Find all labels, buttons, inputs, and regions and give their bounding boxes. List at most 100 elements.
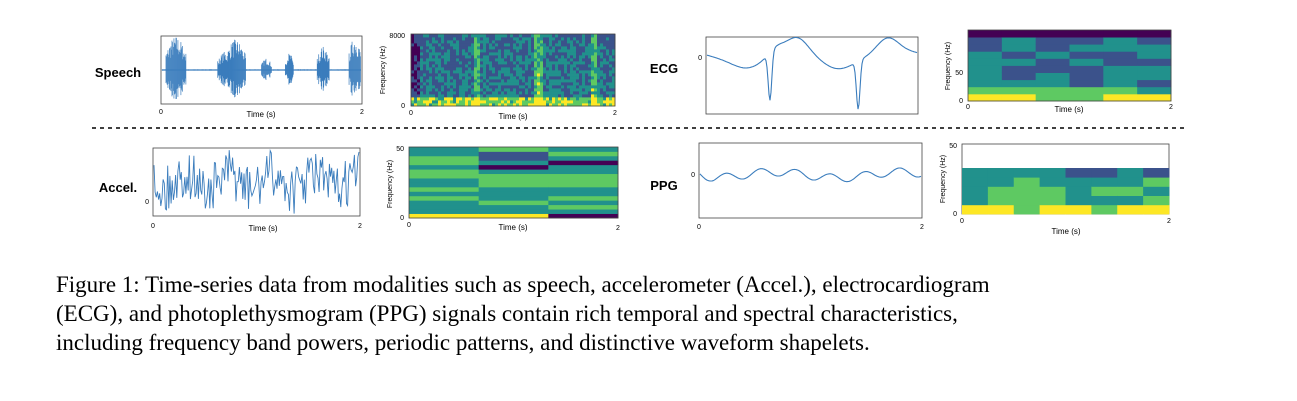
spec-cell [480,34,484,38]
spec-cell [513,79,517,83]
spec-cell [540,97,544,101]
spec-cell [495,100,499,104]
spec-cell [504,94,508,98]
spec-cell [504,37,508,41]
spec-cell [543,67,547,71]
spec-cell [441,85,445,89]
spec-cell [1013,168,1041,178]
spec-cell [540,34,544,38]
spec-cell [477,43,481,47]
spec-cell [968,30,1003,38]
spec-cell [579,97,583,101]
spec-cell [573,85,577,89]
spec-cell [468,97,472,101]
spec-cell [465,97,469,101]
spec-cell [495,46,499,50]
spec-cell [552,82,556,86]
spec-cell [456,85,460,89]
spec-cell [591,52,595,56]
spec-cell [594,94,598,98]
spec-cell [1103,51,1138,59]
spec-cell [501,40,505,44]
spec-cell [564,100,568,104]
spec-cell [561,55,565,59]
spec-cell [417,91,421,95]
spec-cell [447,37,451,41]
spec-cell [534,97,538,101]
spec-cell [444,43,448,47]
spec-cell [459,61,463,65]
spec-cell [609,46,613,50]
spec-cell [519,97,523,101]
spec-cell [450,52,454,56]
ppg-wave-xtick-2: 2 [920,224,924,231]
spec-cell [531,46,535,50]
spec-cell [429,73,433,77]
spec-cell [486,73,490,77]
spec-cell [564,82,568,86]
spec-cell [498,100,502,104]
spec-cell [414,49,418,53]
spec-cell [528,67,532,71]
spec-cell [522,64,526,68]
ppg-spec-ylabel: Frequency (Hz) [940,155,947,203]
spec-cell [600,37,604,41]
spec-cell [495,79,499,83]
spec-cell [528,103,532,107]
spec-cell [426,52,430,56]
spec-cell [480,70,484,74]
ppg-spec-xlabel: Time (s) [1051,227,1080,236]
spec-cell [543,73,547,77]
speech-spec-ylabel: Frequency (Hz) [380,46,387,94]
spec-cell [612,49,616,53]
spec-cell [480,40,484,44]
spec-cell [567,49,571,53]
spec-cell [519,55,523,59]
spec-cell [411,58,415,62]
spec-cell [498,64,502,68]
spec-cell [480,76,484,80]
spec-cell [504,46,508,50]
spec-cell [612,103,616,107]
spec-cell [597,64,601,68]
spec-cell [507,49,511,53]
spec-cell [555,88,559,92]
spec-cell [441,40,445,44]
spec-cell [543,37,547,41]
spec-cell [459,100,463,104]
spec-cell [558,85,562,89]
spec-cell [510,46,514,50]
spec-cell [1069,30,1104,38]
spec-cell [507,37,511,41]
spec-cell [591,67,595,71]
spec-cell [450,61,454,65]
spec-cell [468,58,472,62]
spec-cell [525,43,529,47]
spec-cell [492,52,496,56]
spec-cell [465,88,469,92]
spec-cell [519,79,523,83]
spec-cell [528,46,532,50]
ppg-wave-ytick-0: 0 [691,172,695,179]
spec-cell [561,67,565,71]
spec-cell [546,49,550,53]
spec-cell [480,79,484,83]
spec-cell [423,91,427,95]
spec-cell [501,49,505,53]
spec-cell [438,58,442,62]
spec-cell [513,58,517,62]
spec-cell [501,52,505,56]
spec-cell [450,49,454,53]
spec-cell [606,43,610,47]
spec-cell [540,43,544,47]
spec-cell [453,61,457,65]
spec-cell [465,82,469,86]
spec-cell [432,49,436,53]
spec-cell [519,76,523,80]
spec-cell [968,86,1003,95]
spec-cell [573,103,577,107]
spec-cell [585,94,589,98]
spec-cell [489,97,493,101]
spec-cell [555,82,559,86]
spec-cell [561,91,565,95]
